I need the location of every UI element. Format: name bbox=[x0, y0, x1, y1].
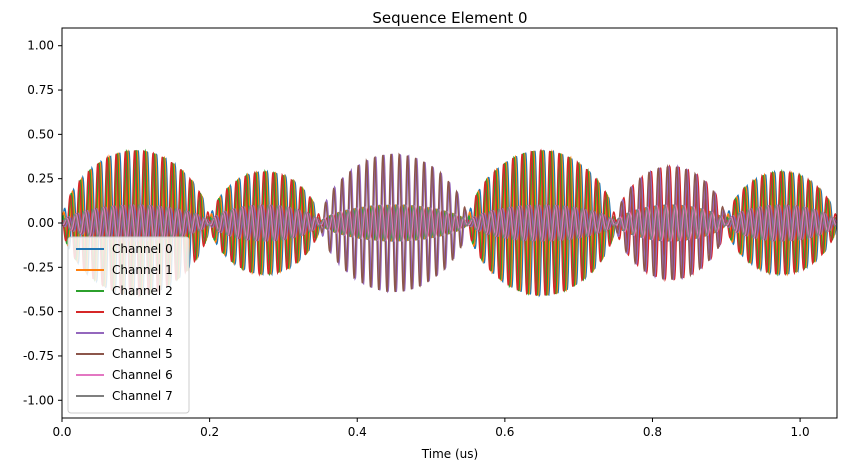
x-tick-label: 0.8 bbox=[643, 425, 662, 439]
legend-label: Channel 2 bbox=[112, 284, 173, 298]
series-line-channel-7 bbox=[62, 204, 837, 243]
x-tick-label: 0.2 bbox=[200, 425, 219, 439]
legend: Channel 0 Channel 1 Channel 2 Channel 3 Chan… bbox=[67, 236, 190, 414]
y-tick-label: -0.75 bbox=[23, 349, 54, 363]
series-line-channel-3 bbox=[62, 148, 837, 298]
x-tick-label: 0.4 bbox=[348, 425, 367, 439]
legend-label: Channel 0 bbox=[112, 242, 173, 256]
series-layer bbox=[62, 148, 837, 298]
legend-label: Channel 5 bbox=[112, 347, 173, 361]
y-axis: -1.00 -0.75 -0.50 -0.25 0.00 0.25 0.50 0.75 1.00 bbox=[23, 39, 62, 407]
y-tick-label: 0.00 bbox=[27, 216, 54, 230]
x-axis: 0.0 0.2 0.4 0.6 0.8 1.0 bbox=[52, 418, 810, 439]
y-tick-label: -0.50 bbox=[23, 305, 54, 319]
y-tick-label: 0.75 bbox=[27, 83, 54, 97]
x-tick-label: 0.6 bbox=[495, 425, 514, 439]
x-tick-label: 1.0 bbox=[791, 425, 810, 439]
y-tick-label: -1.00 bbox=[23, 393, 54, 407]
y-tick-label: 1.00 bbox=[27, 39, 54, 53]
legend-label: Channel 4 bbox=[112, 326, 173, 340]
x-axis-label: Time (us) bbox=[421, 447, 478, 461]
series-line-channel-6 bbox=[62, 204, 837, 243]
legend-box bbox=[67, 236, 190, 414]
y-tick-label: -0.25 bbox=[23, 260, 54, 274]
y-tick-label: 0.50 bbox=[27, 127, 54, 141]
legend-label: Channel 6 bbox=[112, 368, 173, 382]
chart-title: Sequence Element 0 bbox=[372, 9, 527, 27]
x-tick-label: 0.0 bbox=[52, 425, 71, 439]
y-tick-label: 0.25 bbox=[27, 172, 54, 186]
legend-label: Channel 3 bbox=[112, 305, 173, 319]
legend-label: Channel 1 bbox=[112, 263, 173, 277]
series-line-channel-4 bbox=[62, 153, 837, 294]
legend-label: Channel 7 bbox=[112, 389, 173, 403]
